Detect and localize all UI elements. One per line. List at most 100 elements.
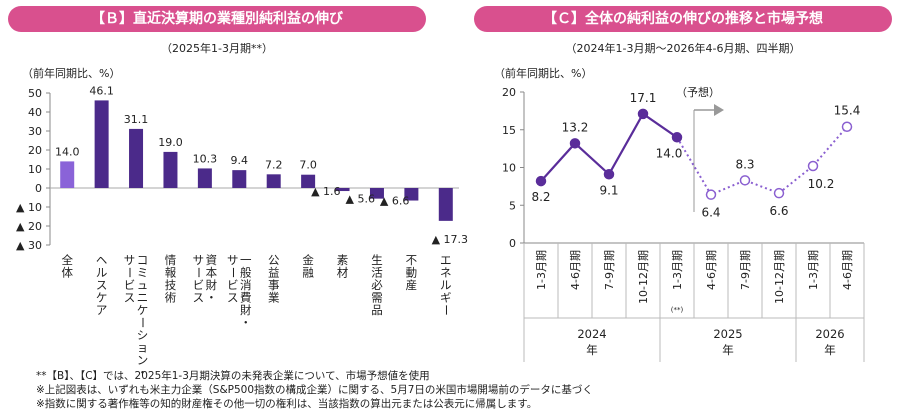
- chart-b-category-label-char: ケ: [137, 303, 149, 317]
- chart-c-x-tick-label: 10-12月期: [773, 250, 786, 304]
- chart-c-point: [773, 187, 785, 199]
- chart-b-category-label-char: エ: [440, 253, 452, 267]
- chart-b-bar: [60, 161, 75, 188]
- chart-b-category-label-char: ー: [191, 267, 205, 279]
- chart-c-data-label: 17.1: [630, 91, 657, 105]
- chart-c-year-unit: 年: [722, 343, 734, 357]
- chart-b-y-tick-label: 20: [28, 144, 42, 157]
- chart-c-year-label: 2025: [713, 327, 742, 341]
- chart-b-category-label-char: 体: [61, 266, 73, 280]
- chart-b-category-label-char: ミ: [137, 266, 149, 280]
- chart-b-data-label: 14.0: [55, 145, 80, 158]
- chart-b-category-label-char: 公: [268, 253, 280, 267]
- chart-b-bar: [404, 188, 419, 201]
- chart-c-year-unit: 年: [586, 343, 598, 357]
- chart-b-data-label: 31.1: [124, 113, 149, 126]
- chart-c-title: 【Ｃ】全体の純利益の伸びの推移と市場予想: [474, 6, 892, 32]
- chart-b-category-label-char: サ: [193, 253, 205, 267]
- chart-c-data-label: 6.4: [701, 206, 720, 220]
- chart-b-category-label-char: シ: [137, 328, 149, 342]
- chart-c-point: [739, 175, 751, 186]
- chart-b-subtitle: （2025年1-3月期**）: [161, 42, 273, 55]
- chart-b-data-label: ▲ 17.3: [432, 233, 468, 246]
- chart-c-year-label: 2026: [815, 327, 844, 341]
- chart-b-category-label-char: 情: [165, 253, 177, 267]
- chart-b-title: 【Ｂ】直近決算期の業種別純利益の伸び: [8, 6, 426, 32]
- chart-b-bar: [129, 128, 144, 188]
- chart-b-data-label: 7.2: [265, 158, 283, 171]
- chart-b-category-label-char: 般: [240, 266, 252, 280]
- chart-b-category-label-char: ・: [240, 316, 252, 330]
- chart-c-forecast-line: [676, 126, 848, 196]
- chart-c-point: [569, 138, 581, 149]
- chart-b-y-tick-label: 30: [28, 125, 42, 138]
- chart-c-point: [841, 121, 853, 132]
- chart-b-bar: [266, 174, 281, 188]
- chart-b-bar: [335, 188, 350, 192]
- chart-b-y-tick-label: 10: [28, 163, 42, 176]
- chart-c-point: [807, 160, 819, 172]
- chart-b-category-label-char: 産: [406, 278, 418, 292]
- chart-c-data-label: 14.0: [656, 146, 683, 160]
- chart-b-data-label: 19.0: [158, 136, 183, 149]
- chart-b-data-label: 7.0: [299, 159, 317, 172]
- chart-c-point: [535, 175, 547, 187]
- chart-b-category-label-char: ビ: [193, 278, 205, 292]
- chart-b-category-label-char: 品: [371, 303, 383, 317]
- chart-b-bar: [163, 151, 178, 188]
- chart-c-point: [637, 108, 649, 120]
- chart-b-category-label-char: ネ: [440, 266, 452, 280]
- chart-c-data-label: 10.2: [808, 177, 835, 191]
- chart-c-forecast-label: （予想）: [676, 85, 720, 99]
- chart-b-category-label-char: 費: [240, 291, 252, 305]
- chart-c-x-note: (**): [671, 306, 684, 314]
- chart-c-y-tick-label: 5: [509, 199, 516, 212]
- chart-c-x-tick-label: 7-9月期: [603, 250, 616, 290]
- chart-b-category-label-char: 金: [302, 253, 314, 267]
- chart-b-category-label-char: 事: [268, 278, 280, 292]
- chart-b-category-label-char: ビ: [124, 278, 136, 292]
- chart-b-category-label-char: 融: [302, 266, 314, 280]
- chart-c-data-label: 13.2: [562, 120, 589, 134]
- chart-b-bar: [197, 168, 212, 188]
- chart-c-y-tick-label: 0: [509, 237, 516, 250]
- chart-c-x-tick-label: 1-3月期: [671, 250, 684, 290]
- chart-b-category-label-char: ン: [137, 353, 149, 367]
- chart-b-category-label-char: 益: [268, 266, 280, 280]
- chart-c-x-tick-label: 10-12月期: [637, 250, 650, 304]
- chart-b-category-label-char: ス: [227, 291, 239, 305]
- chart-b-category-label-char: 消: [240, 278, 252, 292]
- chart-c-y-tick-label: 20: [502, 86, 516, 99]
- chart-b-category-label-char: ョ: [137, 341, 149, 355]
- chart-b-data-label: 9.4: [231, 154, 249, 167]
- chart-b-category-label-char: ス: [96, 278, 108, 292]
- chart-c-year-unit: 年: [824, 343, 836, 357]
- chart-c-forecast-arrow-head: [714, 104, 724, 116]
- footnote-1: **【B】、【C】では、2025年1-3月期決算の未発表企業について、市場予想値…: [36, 370, 430, 382]
- chart-b-category-label-char: ヘ: [96, 253, 108, 267]
- chart-b-category-label-char: ア: [96, 303, 108, 317]
- chart-b-category-label-char: 動: [406, 266, 418, 280]
- chart-b-category-label-char: 資: [206, 253, 218, 267]
- chart-c-data-label: 15.4: [834, 104, 861, 118]
- chart-b-bar: [301, 174, 316, 188]
- chart-b-category-label-char: 必: [371, 278, 383, 292]
- chart-c-year-label: 2024: [577, 327, 606, 341]
- chart-b-category-label-char: 活: [371, 266, 383, 280]
- chart-b-category-label-char: 技: [165, 278, 177, 292]
- chart-c-point: [603, 169, 615, 180]
- chart-c-data-label: 8.3: [735, 157, 754, 171]
- chart-c-subtitle: （2024年1-3月期～2026年4-6月期、四半期）: [565, 42, 801, 55]
- chart-b-category-label-char: ビ: [227, 278, 239, 292]
- chart-b-category-label-char: ス: [124, 291, 136, 305]
- chart-b-bar: [369, 188, 384, 199]
- chart-b-category-label-char: ル: [440, 278, 452, 292]
- chart-b-category-label-char: 不: [406, 253, 418, 267]
- chart-b-y-tick-label: 0: [35, 182, 42, 195]
- footnote-3: ※指数に関する著作権等の知的財産権その他一切の権利は、当該指数の算出元または公表…: [36, 398, 538, 410]
- chart-c-x-tick-label: 4-6月期: [569, 250, 582, 290]
- chart-b-category-label-char: ス: [193, 291, 205, 305]
- chart-b-category-label-char: ギ: [440, 291, 452, 305]
- chart-b-category-label-char: ・: [137, 366, 149, 380]
